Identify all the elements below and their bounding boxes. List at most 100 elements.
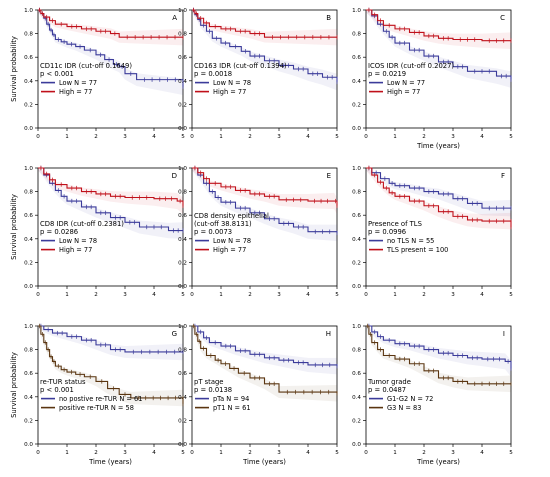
y-tick-label: 0.2 (352, 260, 361, 266)
x-tick-label: 4 (306, 134, 310, 140)
y-tick-label: 0.6 (352, 371, 361, 377)
confidence-band (38, 10, 183, 46)
legend-entry: TLS present = 100 (386, 246, 448, 254)
y-tick-label: 1.0 (178, 166, 187, 172)
panel-letter: G (172, 330, 177, 338)
series-2 (192, 165, 338, 215)
series-1 (192, 165, 338, 242)
p-value: p = 0.0138 (194, 386, 232, 394)
x-tick-label: 0 (36, 134, 40, 140)
x-tick-label: 3 (451, 292, 455, 298)
x-tick-label: 4 (306, 450, 310, 456)
y-tick-label: 0.0 (24, 126, 33, 132)
y-tick-label: 1.0 (178, 8, 187, 14)
y-tick-label: 0.4 (24, 79, 33, 85)
legend-entry: Low N = 78 (213, 79, 251, 87)
confidence-band (38, 168, 183, 215)
survival-curve (366, 9, 512, 80)
x-tick-label: 5 (335, 134, 339, 140)
y-tick-label: 0.8 (24, 348, 33, 354)
panel-E: 0.0 0.2 0.4 0.6 0.8 1.0 0 1 2 3 4 5 E CD8 density epi… (178, 165, 339, 298)
x-tick-label: 5 (181, 450, 185, 456)
y-tick-label: 0.8 (178, 348, 187, 354)
x-tick-label: 2 (94, 450, 98, 456)
x-tick-label: 3 (277, 134, 281, 140)
survival-curve (192, 325, 338, 394)
legend-entry: High = 77 (387, 88, 420, 96)
series-1 (38, 323, 184, 361)
y-tick-label: 0.8 (352, 190, 361, 196)
panel-I: 0.0 0.2 0.4 0.6 0.8 1.0 0 1 2 3 4 5 Time (years) I Tum… (352, 323, 513, 466)
panel-letter: C (500, 14, 505, 22)
y-tick-label: 0.6 (178, 55, 187, 61)
x-tick-label: 5 (181, 292, 185, 298)
y-tick-label: 1.0 (352, 166, 361, 172)
x-tick-label: 4 (480, 134, 484, 140)
legend-entry: Low N = 78 (213, 237, 251, 245)
y-tick-label: 0.8 (178, 32, 187, 38)
x-tick-label: 2 (94, 292, 98, 298)
x-axis-label: Time (years) (88, 458, 132, 466)
p-value: p = 0.0073 (194, 228, 232, 236)
y-tick-label: 0.4 (352, 395, 361, 401)
p-value: p = 0.0219 (368, 70, 406, 78)
axes-frame (191, 167, 338, 287)
y-tick-label: 1.0 (352, 8, 361, 14)
series-2 (38, 165, 184, 215)
legend-entry: High = 77 (59, 246, 92, 254)
panel-letter: I (503, 330, 505, 338)
panel-title: CD8 IDR (cut-off 0.2381) (40, 220, 124, 228)
x-tick-label: 0 (36, 292, 40, 298)
legend-entry: positive re-TUR N = 58 (59, 404, 134, 412)
panel-title: Presence of TLS (368, 220, 422, 228)
axes-frame (191, 9, 338, 129)
series-1 (192, 323, 338, 375)
y-tick-label: 0.0 (178, 126, 187, 132)
confidence-band (38, 326, 183, 361)
y-axis-label: Survival probability (10, 352, 18, 418)
legend-entry: pTa N = 94 (213, 395, 249, 403)
legend-entry: no TLS N = 55 (387, 237, 434, 245)
y-tick-label: 0.6 (24, 371, 33, 377)
survival-curve (38, 9, 183, 38)
x-tick-label: 1 (219, 450, 223, 456)
panel-F: 0.0 0.2 0.4 0.6 0.8 1.0 0 1 2 3 4 5 F Presence of TLS… (352, 165, 513, 298)
survival-curve (38, 167, 183, 232)
panel-letter: B (326, 14, 331, 22)
x-tick-label: 1 (219, 134, 223, 140)
x-tick-label: 2 (248, 450, 252, 456)
x-tick-label: 0 (36, 450, 40, 456)
x-tick-label: 5 (181, 134, 185, 140)
survival-curve (366, 325, 511, 385)
y-tick-label: 0.8 (178, 190, 187, 196)
x-tick-label: 3 (451, 134, 455, 140)
x-tick-label: 2 (422, 292, 426, 298)
x-tick-label: 4 (306, 292, 310, 298)
y-tick-label: 0.4 (24, 237, 33, 243)
x-tick-label: 3 (277, 292, 281, 298)
y-tick-label: 0.0 (24, 442, 33, 448)
confidence-band (366, 10, 511, 49)
x-tick-label: 1 (219, 292, 223, 298)
x-tick-label: 1 (65, 450, 69, 456)
y-tick-label: 0.0 (352, 442, 361, 448)
x-axis-label: Time (years) (242, 458, 286, 466)
legend-entry: Low N = 78 (59, 237, 97, 245)
y-tick-label: 0.8 (24, 32, 33, 38)
y-tick-label: 0.4 (352, 237, 361, 243)
x-tick-label: 2 (248, 292, 252, 298)
panel-title: CD8 density epithelial (194, 212, 269, 220)
y-tick-label: 1.0 (24, 166, 33, 172)
x-tick-label: 0 (364, 134, 368, 140)
p-value: p = 0.0286 (40, 228, 78, 236)
p-value: p = 0.0487 (368, 386, 406, 394)
legend-entry: pT1 N = 61 (213, 404, 251, 412)
panel-title: CD11c IDR (cut-off 0.1649) (40, 62, 132, 70)
x-tick-label: 0 (190, 450, 194, 456)
y-tick-label: 1.0 (178, 324, 187, 330)
legend-entry: High = 77 (59, 88, 92, 96)
series-1 (38, 165, 184, 239)
x-tick-label: 3 (277, 450, 281, 456)
panel-title: (cut-off 38.8131) (194, 220, 252, 228)
y-tick-label: 0.0 (178, 284, 187, 290)
